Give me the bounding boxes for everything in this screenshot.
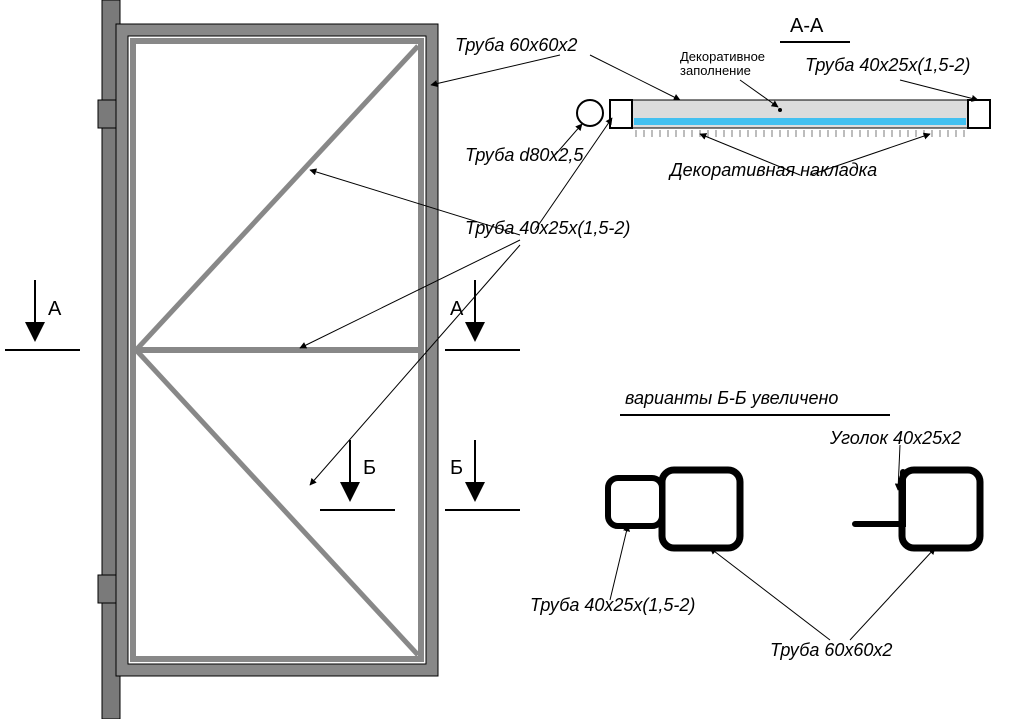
section-marks (5, 280, 520, 510)
label-decor-fill: Декоративное заполнение (680, 50, 765, 79)
title-section-aa: А-А (790, 15, 823, 38)
section-aa-endbox-right (968, 100, 990, 128)
section-aa-endbox-left (610, 100, 632, 128)
title-variants-bb: варианты Б-Б увеличено (625, 388, 838, 409)
bb-right-bigbox (902, 470, 980, 548)
gate-diag-bottom (137, 351, 418, 655)
bb-variant-left (608, 470, 740, 548)
mark-b-left: Б (363, 457, 376, 480)
label-decor-overlay: Декоративная накладка (670, 160, 877, 181)
bb-variant-right (855, 470, 980, 548)
label-pipe-40-25-bot: Труба 40х25х(1,5-2) (530, 595, 695, 616)
mark-a-right: А (450, 298, 463, 321)
gate-diag-top (137, 46, 418, 349)
section-aa-hatch (636, 130, 964, 137)
mark-b-right: Б (450, 457, 463, 480)
diagram-canvas (0, 0, 1024, 719)
gate-mid-bar (136, 347, 418, 353)
label-pipe-60-bot: Труба 60х60х2 (770, 640, 892, 661)
pipe-d80-circle (577, 100, 603, 126)
bb-right-angle (855, 472, 903, 524)
label-pipe-d80: Труба d80х2,5 (465, 145, 583, 166)
label-pipe-40-25-top: Труба 40х25х(1,5-2) (805, 55, 970, 76)
gate (98, 0, 438, 719)
mark-a-left: А (48, 298, 61, 321)
label-pipe-60-top: Труба 60х60х2 (455, 35, 577, 56)
bb-left-smallbox (608, 478, 662, 526)
label-corner-40-25: Уголок 40х25х2 (830, 428, 961, 449)
bb-left-bigbox (662, 470, 740, 548)
section-aa-blue (634, 118, 966, 125)
label-pipe-40-25-mid: Труба 40х25х(1,5-2) (465, 218, 630, 239)
